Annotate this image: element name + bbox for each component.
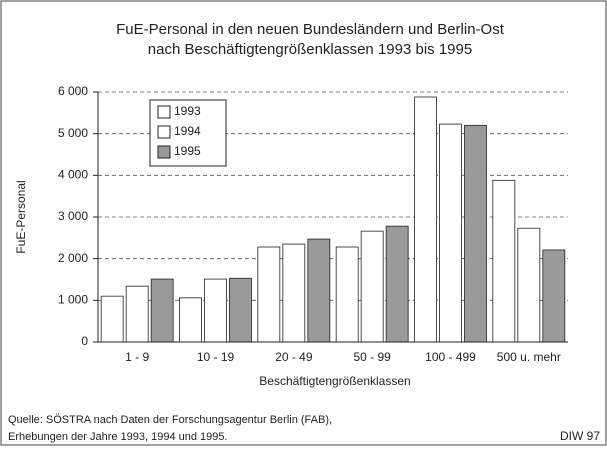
bar [542,249,566,343]
bar [414,96,437,343]
bar [204,278,227,343]
legend-label: 1995 [174,144,201,158]
bar [125,285,149,343]
source: Quelle: SÖSTRA nach Daten der Forschungs… [8,414,332,426]
x-tick-label: 500 u. mehr [497,350,561,364]
bar [464,124,487,343]
x-tick-label: 10 - 19 [197,350,235,364]
bar [307,238,331,343]
legend-swatch [157,105,171,119]
legend-swatch [157,125,171,139]
source: Erhebungen der Jahre 1993, 1994 und 1995… [8,431,228,443]
bar [229,277,252,343]
y-tick-label: 0 [81,334,88,348]
y-tick-label: 6 000 [58,84,88,98]
x-tick-label: 1 - 9 [125,350,149,364]
y-tick-label: 1 000 [58,293,88,307]
y-tick-label: 3 000 [58,209,88,223]
legend-swatch [157,145,171,159]
y-tick-label: 5 000 [58,126,88,140]
legend-label: 1993 [174,104,201,118]
legend-label: 1994 [174,124,201,138]
y-tick-label: 4 000 [58,168,88,182]
bar [257,246,281,343]
chart-subtitle: nach Beschäftigtengrößenklassen 1993 bis… [148,41,472,58]
bar [150,278,174,343]
credit: DIW 97 [560,429,600,443]
bar [492,179,516,343]
bar [335,246,359,343]
x-tick-label: 100 - 499 [425,350,476,364]
bar [100,295,124,343]
bar [517,227,541,343]
y-tick-label: 2 000 [58,251,88,265]
x-tick-label: 20 - 49 [275,350,313,364]
bar [179,297,202,343]
chart-title: FuE-Personal in den neuen Bundesländern … [116,21,505,38]
x-tick-label: 50 - 99 [353,350,391,364]
x-axis-label: Beschäftigtengrößenklassen [259,374,410,388]
y-axis-label: FuE-Personal [14,180,28,253]
bar [385,225,409,343]
bar [282,243,306,343]
bar [439,123,462,343]
bar [360,230,384,343]
